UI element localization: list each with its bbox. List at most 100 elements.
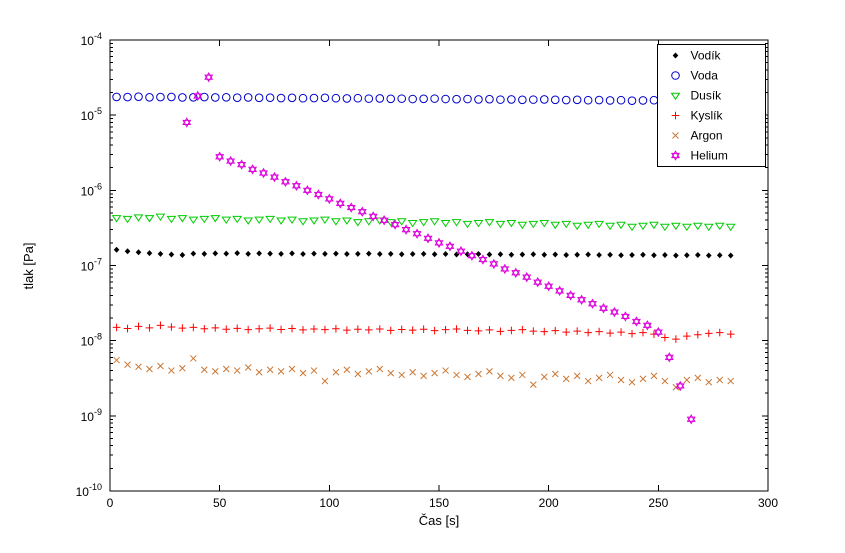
- data-point-marker: [135, 363, 142, 371]
- data-point-marker: [277, 325, 285, 334]
- data-point-marker: [211, 324, 220, 332]
- data-point-marker: [716, 376, 724, 384]
- data-point-marker: [681, 223, 692, 232]
- data-point-marker: [215, 151, 225, 162]
- data-point-marker: [518, 371, 526, 379]
- y-tick-label: 10-7: [81, 257, 102, 274]
- data-point-marker: [496, 95, 505, 104]
- data-point-marker: [434, 237, 444, 249]
- legend-item-vodik: Vodík: [672, 49, 722, 63]
- data-point-marker: [474, 327, 483, 335]
- data-point-marker: [157, 250, 164, 257]
- data-point-marker: [596, 251, 602, 258]
- data-point-marker: [594, 95, 604, 105]
- data-point-marker: [467, 250, 477, 261]
- data-point-marker: [244, 325, 252, 334]
- data-point-marker: [583, 221, 594, 230]
- data-point-marker: [366, 250, 372, 257]
- data-point-marker: [310, 325, 318, 333]
- data-point-marker: [528, 220, 539, 229]
- data-point-marker: [178, 324, 187, 332]
- data-point-marker: [671, 111, 680, 120]
- data-point-marker: [550, 95, 560, 105]
- data-point-marker: [278, 250, 284, 257]
- data-point-marker: [309, 93, 319, 103]
- data-point-marker: [518, 95, 527, 105]
- data-point-marker: [321, 325, 329, 334]
- data-point-marker: [221, 92, 231, 102]
- data-point-marker: [155, 213, 166, 222]
- legend-item-helium: Helium: [670, 149, 728, 163]
- data-point-marker: [474, 95, 483, 104]
- data-point-marker: [616, 221, 626, 230]
- data-point-marker: [659, 223, 670, 232]
- legend-item-kyslik: Kyslík: [671, 109, 724, 123]
- data-point-marker: [387, 369, 395, 377]
- data-point-marker: [189, 323, 198, 332]
- data-point-marker: [255, 324, 263, 333]
- data-point-marker: [638, 96, 648, 105]
- data-point-marker: [429, 218, 440, 226]
- data-point-marker: [418, 219, 429, 227]
- data-point-marker: [628, 329, 636, 338]
- data-point-marker: [517, 221, 528, 230]
- legend-label: Voda: [691, 69, 719, 83]
- data-point-marker: [573, 327, 581, 335]
- data-point-marker: [562, 375, 570, 383]
- data-point-marker: [653, 326, 663, 338]
- legend-item-voda: Voda: [671, 69, 719, 83]
- data-point-marker: [522, 271, 532, 283]
- data-point-marker: [243, 217, 254, 225]
- data-point-marker: [145, 92, 154, 102]
- data-point-marker: [375, 94, 385, 103]
- data-point-marker: [222, 325, 231, 334]
- data-point-marker: [344, 251, 350, 258]
- data-point-marker: [727, 252, 734, 259]
- data-point-marker: [396, 218, 407, 226]
- data-point-marker: [232, 215, 243, 224]
- data-point-marker: [617, 328, 625, 336]
- legend-item-dusik: Dusík: [670, 89, 722, 103]
- data-point-marker: [134, 92, 143, 102]
- x-tick-label: 100: [319, 496, 339, 510]
- data-point-marker: [354, 370, 362, 378]
- data-point-marker: [577, 294, 587, 305]
- data-point-marker: [255, 368, 263, 376]
- data-point-marker: [726, 330, 735, 338]
- data-point-marker: [188, 216, 199, 225]
- data-point-marker: [618, 252, 624, 259]
- data-point-marker: [299, 326, 307, 334]
- data-point-marker: [694, 374, 702, 382]
- data-point-marker: [478, 254, 488, 265]
- data-point-marker: [133, 214, 144, 222]
- data-point-marker: [583, 95, 593, 105]
- data-point-marker: [313, 189, 323, 200]
- data-point-marker: [430, 94, 439, 103]
- data-point-marker: [189, 355, 197, 362]
- legend: Vodík Voda Dusík Kyslík Argon Helium: [657, 44, 766, 167]
- data-point-marker: [562, 328, 571, 336]
- data-point-marker: [442, 367, 449, 374]
- data-point-marker: [541, 251, 548, 258]
- data-point-marker: [595, 374, 603, 382]
- data-point-marker: [134, 322, 143, 331]
- data-point-marker: [409, 251, 416, 258]
- data-point-marker: [167, 92, 176, 102]
- data-point-marker: [266, 324, 274, 332]
- data-point-marker: [322, 250, 328, 257]
- data-point-marker: [288, 365, 296, 373]
- data-point-marker: [552, 251, 559, 258]
- data-point-marker: [407, 219, 418, 228]
- data-point-marker: [529, 381, 537, 388]
- data-point-marker: [694, 330, 702, 339]
- data-point-marker: [672, 132, 679, 139]
- data-point-marker: [291, 180, 301, 191]
- data-point-marker: [705, 252, 712, 259]
- data-point-marker: [606, 329, 614, 337]
- data-point-marker: [605, 96, 615, 105]
- data-point-marker: [670, 150, 681, 161]
- data-point-marker: [324, 193, 334, 205]
- data-point-marker: [430, 326, 439, 335]
- data-point-marker: [223, 250, 230, 257]
- data-point-marker: [167, 323, 176, 331]
